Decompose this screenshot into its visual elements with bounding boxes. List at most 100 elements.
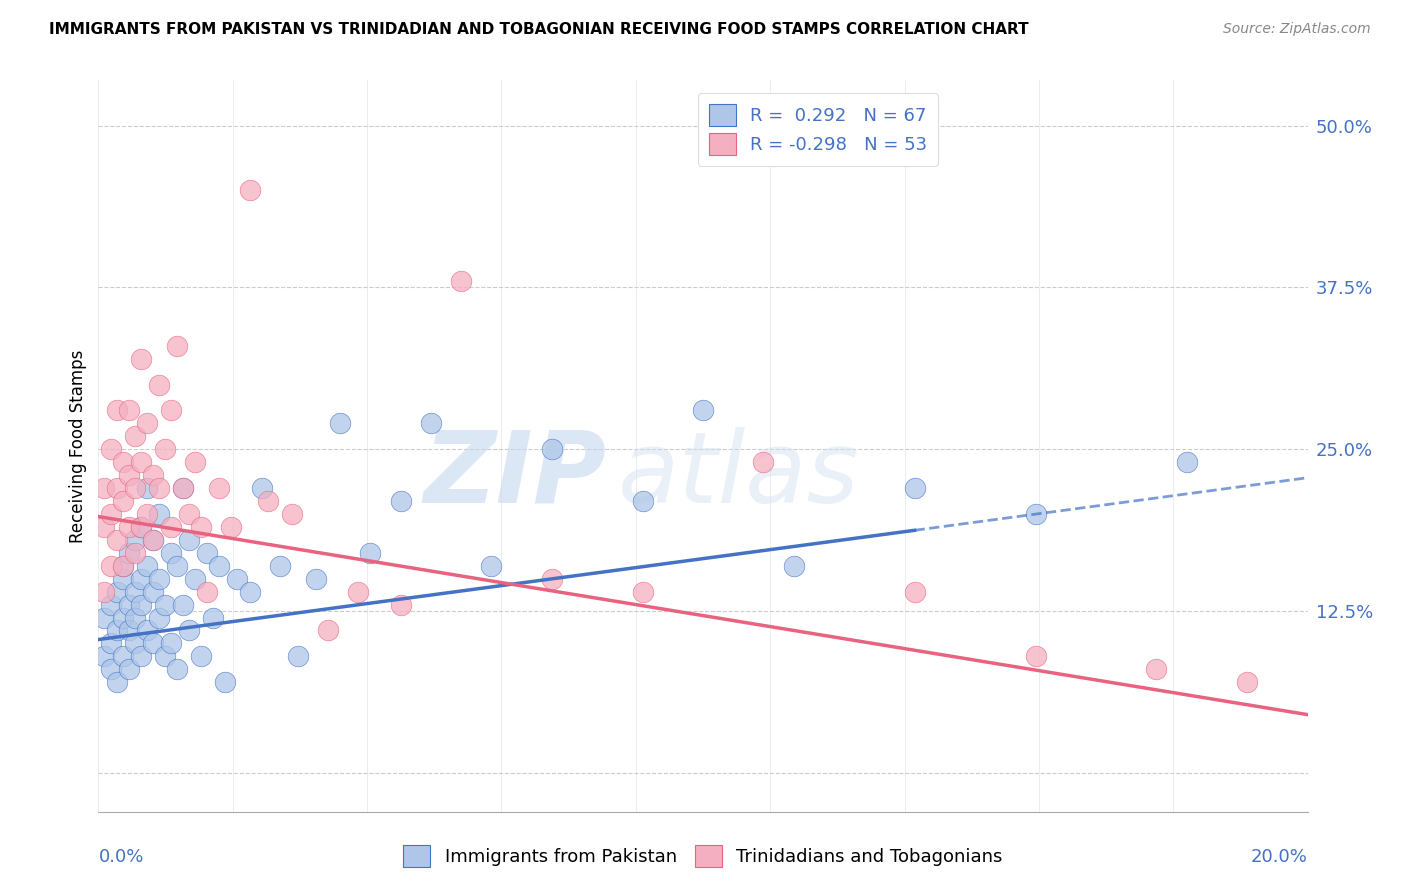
Legend: R =  0.292   N = 67, R = -0.298   N = 53: R = 0.292 N = 67, R = -0.298 N = 53 [697, 93, 938, 166]
Point [142, 533, 165, 547]
Point [184, 572, 207, 586]
Point [135, 507, 157, 521]
Point [124, 533, 146, 547]
Text: IMMIGRANTS FROM PAKISTAN VS TRINIDADIAN AND TOBAGONIAN RECEIVING FOOD STAMPS COR: IMMIGRANTS FROM PAKISTAN VS TRINIDADIAN … [49, 22, 1029, 37]
Point [118, 662, 141, 676]
Point [160, 636, 183, 650]
Point [172, 598, 194, 612]
Point [179, 533, 201, 547]
Point [256, 494, 278, 508]
Point [190, 649, 212, 664]
Legend: Immigrants from Pakistan, Trinidadians and Tobagonians: Immigrants from Pakistan, Trinidadians a… [396, 838, 1010, 874]
Point [148, 377, 170, 392]
Point [148, 507, 170, 521]
Point [129, 351, 152, 366]
Point [135, 624, 157, 638]
Point [221, 520, 243, 534]
Point [166, 339, 188, 353]
Point [129, 572, 152, 586]
Point [129, 520, 152, 534]
Point [190, 520, 212, 534]
Point [202, 610, 225, 624]
Point [316, 624, 339, 638]
Point [142, 584, 165, 599]
Point [305, 572, 328, 586]
Point [111, 558, 134, 573]
Point [135, 558, 157, 573]
Point [269, 558, 291, 573]
Point [124, 610, 146, 624]
Point [172, 481, 194, 495]
Point [111, 494, 134, 508]
Point [93, 520, 115, 534]
Point [124, 481, 146, 495]
Point [153, 598, 176, 612]
Point [195, 546, 218, 560]
Point [214, 675, 236, 690]
Point [129, 649, 152, 664]
Point [631, 494, 654, 508]
Point [360, 546, 382, 560]
Point [118, 520, 141, 534]
Point [129, 520, 152, 534]
Point [105, 584, 128, 599]
Point [420, 417, 443, 431]
Point [100, 442, 122, 457]
Point [129, 598, 152, 612]
Point [124, 636, 146, 650]
Point [1175, 455, 1198, 469]
Point [904, 584, 927, 599]
Point [111, 610, 134, 624]
Point [118, 468, 141, 483]
Point [1024, 649, 1046, 664]
Point [118, 546, 141, 560]
Point [631, 584, 654, 599]
Point [172, 481, 194, 495]
Point [105, 533, 128, 547]
Point [100, 558, 122, 573]
Point [100, 636, 122, 650]
Point [105, 624, 128, 638]
Point [166, 662, 188, 676]
Point [129, 455, 152, 469]
Point [287, 649, 309, 664]
Point [481, 558, 503, 573]
Text: 20.0%: 20.0% [1251, 848, 1308, 866]
Point [179, 507, 201, 521]
Point [153, 442, 176, 457]
Point [904, 481, 927, 495]
Point [347, 584, 370, 599]
Point [153, 649, 176, 664]
Point [111, 455, 134, 469]
Point [239, 183, 262, 197]
Text: 0.0%: 0.0% [98, 848, 143, 866]
Point [100, 662, 122, 676]
Point [1024, 507, 1046, 521]
Point [118, 598, 141, 612]
Point [160, 520, 183, 534]
Point [281, 507, 304, 521]
Point [100, 598, 122, 612]
Point [1144, 662, 1167, 676]
Point [142, 533, 165, 547]
Point [148, 572, 170, 586]
Point [160, 546, 183, 560]
Point [179, 624, 201, 638]
Point [118, 403, 141, 417]
Point [1236, 675, 1258, 690]
Point [148, 481, 170, 495]
Point [111, 572, 134, 586]
Point [752, 455, 775, 469]
Point [111, 558, 134, 573]
Point [160, 403, 183, 417]
Point [111, 649, 134, 664]
Point [142, 468, 165, 483]
Point [226, 572, 249, 586]
Point [208, 481, 231, 495]
Point [93, 584, 115, 599]
Point [135, 481, 157, 495]
Point [142, 636, 165, 650]
Point [208, 558, 231, 573]
Point [250, 481, 273, 495]
Y-axis label: Receiving Food Stamps: Receiving Food Stamps [69, 350, 87, 542]
